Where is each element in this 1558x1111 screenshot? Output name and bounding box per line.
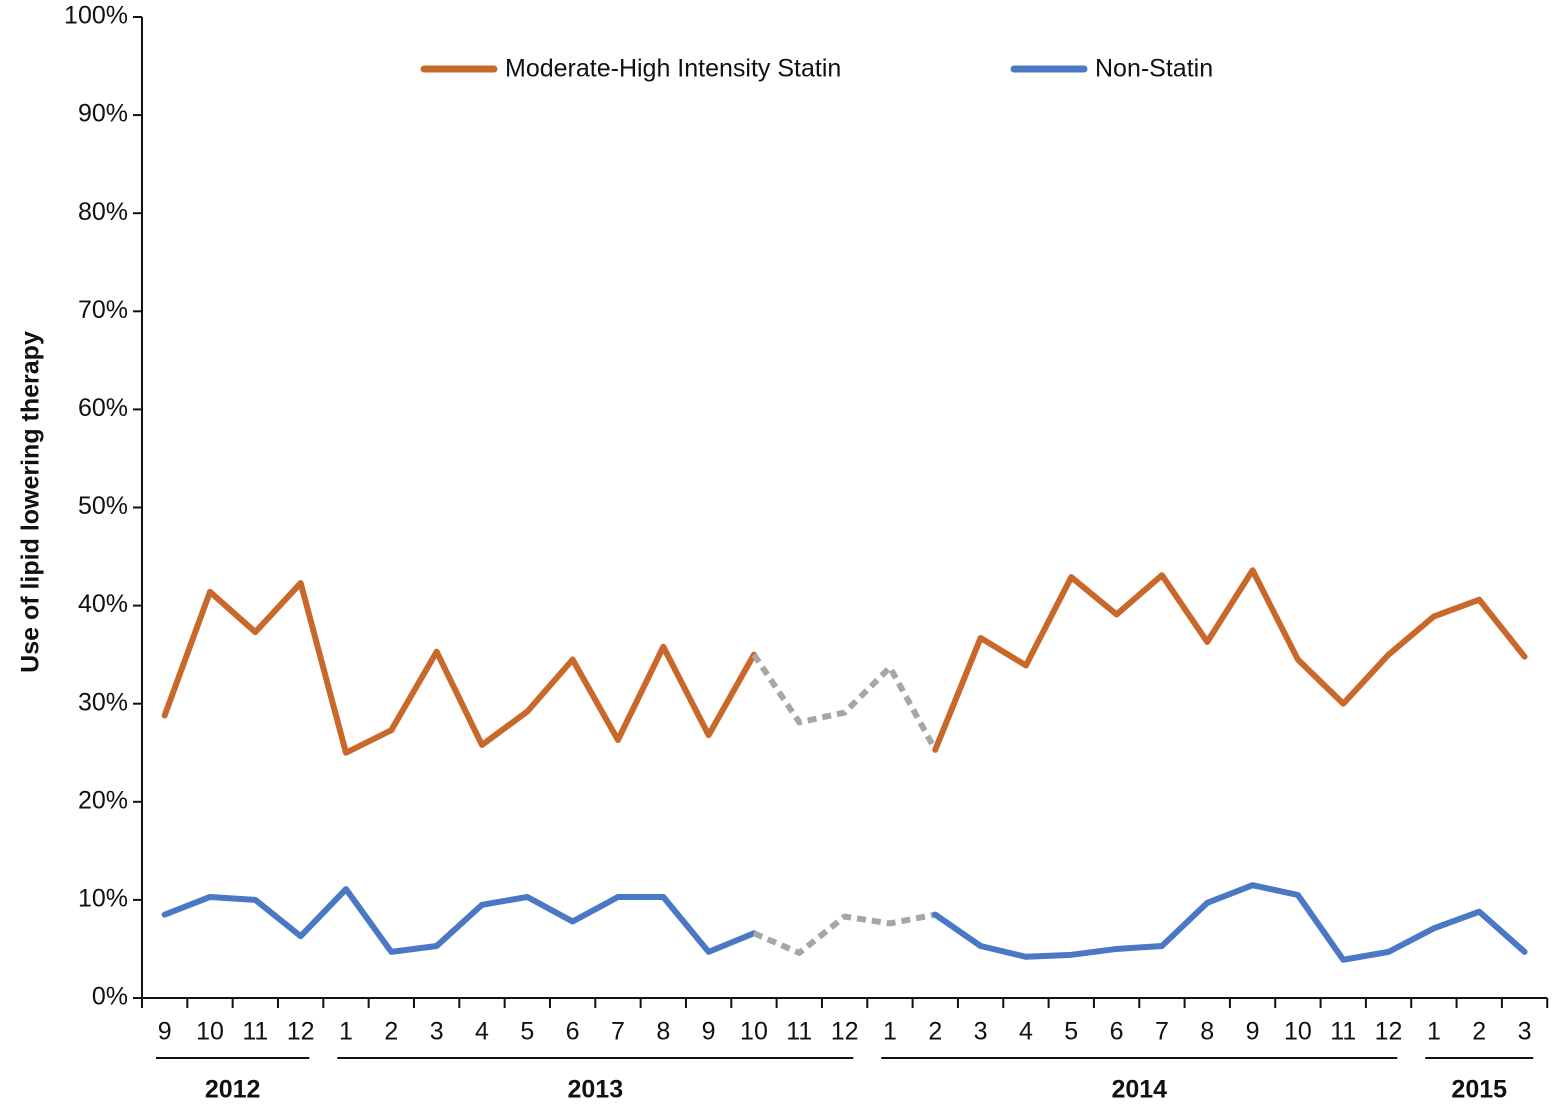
x-tick-label: 11: [1330, 1018, 1356, 1046]
group-label: 2013: [567, 1076, 623, 1104]
x-tick-label: 2: [928, 1018, 942, 1046]
series-line: [161, 580, 757, 756]
series-line: [932, 567, 1528, 753]
x-tick-label: 3: [430, 1018, 444, 1046]
series-line: [751, 652, 938, 752]
series-line: [752, 911, 936, 956]
x-tick-label: 12: [831, 1018, 859, 1046]
x-tick-label: 2: [384, 1018, 398, 1046]
x-tick-label: 11: [786, 1018, 812, 1046]
x-tick-label: 11: [242, 1018, 268, 1046]
x-tick-label: 5: [520, 1018, 534, 1046]
x-tick-label: 12: [287, 1018, 315, 1046]
x-tick-label: 12: [1375, 1018, 1403, 1046]
x-tick-label: 9: [702, 1018, 716, 1046]
y-tick-label: 90%: [78, 100, 128, 128]
x-tick-label: 4: [1019, 1018, 1033, 1046]
x-tick-label: 6: [566, 1018, 580, 1046]
x-tick-label: 5: [1064, 1018, 1078, 1046]
x-tick-label: 8: [1200, 1018, 1214, 1046]
y-tick-label: 80%: [78, 198, 128, 226]
y-tick-label: 0%: [92, 983, 128, 1011]
x-tick-label: 3: [974, 1018, 988, 1046]
group-label: 2015: [1451, 1076, 1507, 1104]
x-tick-label: 10: [1284, 1018, 1312, 1046]
y-tick-label: 70%: [78, 296, 128, 324]
series-line: [161, 886, 757, 955]
y-tick-label: 50%: [78, 492, 128, 520]
x-tick-label: 7: [1155, 1018, 1169, 1046]
x-tick-label: 3: [1518, 1018, 1532, 1046]
x-tick-label: 7: [611, 1018, 625, 1046]
y-axis-label: Use of lipid lowering therapy: [17, 331, 45, 673]
legend-label: Non-Statin: [1095, 55, 1213, 83]
legend-label: Moderate-High Intensity Statin: [505, 55, 841, 83]
x-tick-label: 6: [1110, 1018, 1124, 1046]
x-tick-label: 1: [1427, 1018, 1441, 1046]
y-tick-label: 10%: [78, 885, 128, 913]
y-tick-label: 40%: [78, 590, 128, 618]
y-tick-label: 100%: [64, 2, 128, 30]
y-tick-label: 30%: [78, 688, 128, 716]
series-line: [932, 882, 1528, 963]
x-tick-label: 10: [740, 1018, 768, 1046]
x-tick-label: 10: [196, 1018, 224, 1046]
y-tick-label: 60%: [78, 394, 128, 422]
x-tick-label: 9: [158, 1018, 172, 1046]
x-tick-label: 4: [475, 1018, 489, 1046]
group-label: 2014: [1111, 1076, 1167, 1104]
x-tick-label: 1: [883, 1018, 897, 1046]
y-tick-label: 20%: [78, 786, 128, 814]
x-tick-label: 1: [339, 1018, 353, 1046]
group-label: 2012: [205, 1076, 261, 1104]
x-tick-label: 9: [1246, 1018, 1260, 1046]
x-tick-label: 8: [656, 1018, 670, 1046]
x-tick-label: 2: [1472, 1018, 1486, 1046]
